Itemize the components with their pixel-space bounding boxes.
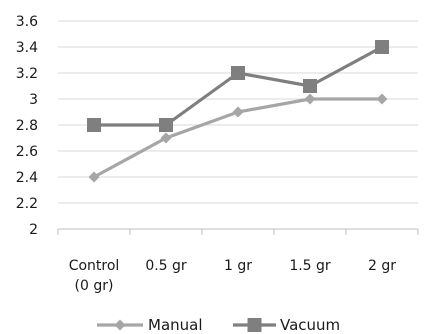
y-tick-label: 2.4 [16, 170, 38, 186]
series-vacuum [87, 40, 389, 132]
legend: Manual Vacuum [97, 316, 340, 334]
y-tick-label: 3.6 [16, 14, 38, 30]
series-manual [88, 93, 388, 183]
y-tick-label: 3 [29, 92, 38, 108]
data-point [87, 118, 101, 132]
data-point [88, 171, 100, 183]
legend-label: Vacuum [280, 316, 340, 334]
y-tick-label: 2.8 [16, 118, 38, 134]
data-point [375, 40, 389, 54]
x-tick-label: 1.5 gr [289, 258, 331, 274]
x-tick-label: 2 gr [368, 258, 396, 274]
legend-item-vacuum: Vacuum [233, 316, 340, 334]
data-point [160, 132, 172, 144]
y-tick-label: 3.4 [16, 40, 38, 56]
x-tick-label: 1 gr [224, 258, 252, 274]
data-point [231, 66, 245, 80]
legend-item-manual: Manual [97, 316, 203, 334]
x-tick-label: Control [69, 258, 120, 274]
y-tick-label: 3.2 [16, 66, 38, 82]
data-point [304, 93, 316, 105]
data-point [303, 79, 317, 93]
data-point [376, 93, 388, 105]
x-tick-label: 0.5 gr [145, 258, 187, 274]
legend-marker [247, 318, 262, 332]
data-point [232, 106, 244, 118]
series-layer [87, 40, 389, 183]
legend-marker [114, 319, 126, 331]
x-tick-label: (0 gr) [75, 278, 114, 294]
y-tick-label: 2.6 [16, 144, 38, 160]
data-point [159, 118, 173, 132]
x-axis: Control (0 gr) 0.5 gr 1 gr 1.5 gr 2 gr [57, 228, 419, 294]
y-tick-label: 2 [29, 222, 38, 238]
legend-label: Manual [148, 316, 203, 334]
y-axis: 2 2.2 2.4 2.6 2.8 3 3.2 3.4 3.6 [16, 14, 38, 238]
y-tick-label: 2.2 [16, 196, 38, 212]
